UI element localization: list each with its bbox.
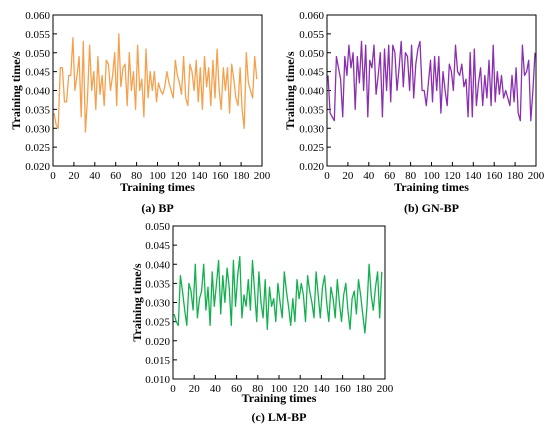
y-axis-label: Training time/s (283, 51, 297, 129)
y-tick-label: 0.045 (145, 240, 170, 252)
chart-panel: 0 20 40 60 80 100 120 140 160 180 200 0.020 0.025 0.0… (283, 10, 545, 215)
x-tick-label: 40 (363, 170, 375, 182)
x-tick-label: 100 (423, 170, 440, 182)
x-tick-label: 140 (191, 170, 208, 182)
x-axis-label: Training times (120, 180, 195, 194)
x-tick-label: 160 (334, 383, 351, 395)
y-tick-label: 0.030 (145, 298, 170, 310)
x-tick-label: 140 (313, 383, 330, 395)
y-tick-label: 0.025 (299, 142, 324, 154)
y-axis-label: Training time/s (9, 51, 23, 129)
x-tick-label: 120 (170, 170, 187, 182)
x-tick-label: 40 (89, 170, 101, 182)
y-tick-label: 0.030 (25, 123, 50, 135)
y-tick-label: 0.050 (25, 48, 50, 60)
x-tick-label: 60 (110, 170, 122, 182)
x-tick-label: 0 (170, 383, 176, 395)
x-tick-label: 140 (465, 170, 482, 182)
y-tick-label: 0.025 (145, 317, 170, 329)
y-tick-label: 0.055 (299, 29, 324, 41)
series-line (53, 33, 258, 133)
x-tick-label: 120 (292, 383, 309, 395)
y-tick-label: 0.020 (25, 161, 50, 173)
y-tick-label: 0.025 (25, 142, 50, 154)
y-tick-label: 0.020 (145, 336, 170, 348)
chart-caption: (a) BP (141, 201, 173, 215)
x-tick-label: 20 (68, 170, 80, 182)
x-tick-label: 180 (356, 383, 373, 395)
y-tick-label: 0.015 (145, 355, 170, 367)
plot-frame (172, 225, 386, 380)
y-tick-label: 0.045 (25, 67, 50, 79)
x-tick-label: 40 (210, 383, 222, 395)
x-tick-label: 60 (231, 383, 243, 395)
x-tick-label: 80 (252, 383, 264, 395)
x-tick-label: 200 (254, 170, 271, 182)
y-tick-label: 0.035 (299, 104, 324, 116)
x-tick-label: 20 (342, 170, 354, 182)
y-tick-label: 0.040 (25, 86, 50, 98)
series-line (327, 40, 536, 122)
x-tick-label: 0 (50, 170, 56, 182)
y-tick-label: 0.055 (25, 29, 50, 41)
x-tick-label: 160 (486, 170, 503, 182)
x-tick-label: 100 (271, 383, 288, 395)
y-tick-label: 0.035 (145, 278, 170, 290)
x-tick-label: 80 (131, 170, 143, 182)
y-tick-label: 0.060 (299, 10, 324, 22)
x-tick-label: 200 (528, 170, 545, 182)
x-tick-label: 20 (189, 383, 201, 395)
series-line (173, 255, 383, 334)
chart-caption: (b) GN-BP (404, 201, 459, 215)
y-tick-label: 0.050 (145, 221, 170, 233)
x-axis-label: Training times (242, 391, 317, 405)
x-tick-label: 120 (444, 170, 461, 182)
x-tick-label: 160 (212, 170, 229, 182)
x-tick-label: 200 (377, 383, 394, 395)
chart-panel: 0 20 40 60 80 100 120 140 160 180 200 0.010 0.015 0.0… (130, 221, 394, 424)
x-axis-label: Training times (394, 180, 469, 194)
y-tick-label: 0.050 (299, 48, 324, 60)
y-tick-label: 0.045 (299, 67, 324, 79)
y-tick-label: 0.030 (299, 123, 324, 135)
chart-panel: 0 20 40 60 80 100 120 140 160 180 200 0.020 0.025 0.0… (9, 10, 271, 215)
x-tick-label: 180 (233, 170, 250, 182)
x-tick-label: 100 (149, 170, 166, 182)
x-tick-label: 0 (324, 170, 330, 182)
x-tick-label: 180 (507, 170, 524, 182)
chart-caption: (c) LM-BP (252, 410, 307, 424)
x-tick-label: 60 (384, 170, 396, 182)
y-tick-label: 0.010 (145, 374, 170, 386)
y-tick-label: 0.040 (299, 86, 324, 98)
y-tick-label: 0.060 (25, 10, 50, 22)
y-tick-label: 0.020 (299, 161, 324, 173)
y-tick-label: 0.040 (145, 259, 170, 271)
y-axis-label: Training time/s (130, 263, 144, 341)
x-tick-label: 80 (405, 170, 417, 182)
y-tick-label: 0.035 (25, 104, 50, 116)
